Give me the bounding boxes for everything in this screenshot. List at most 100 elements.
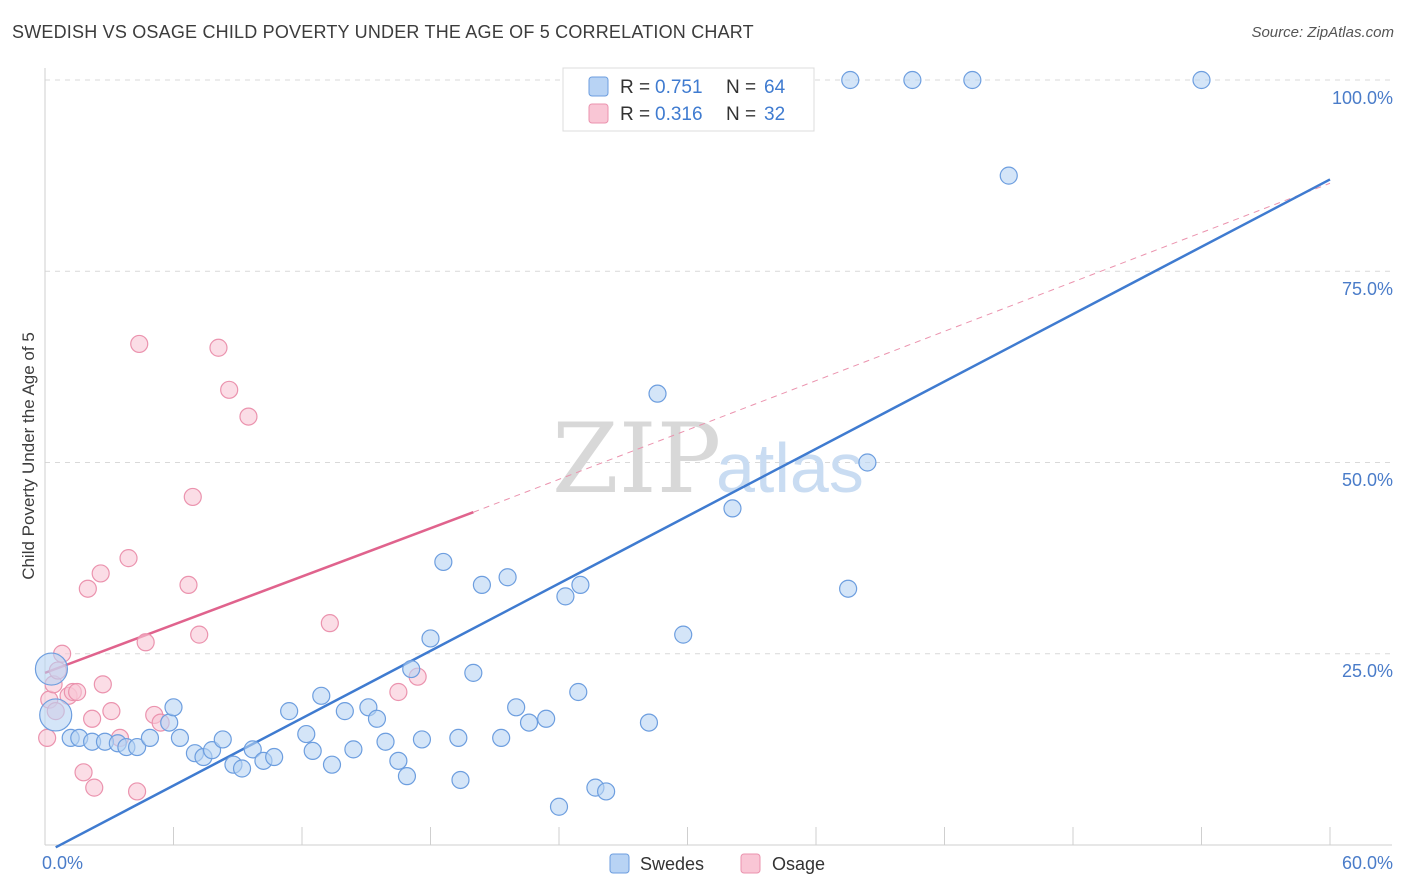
swedes-point <box>160 713 179 732</box>
swedes-point <box>472 575 491 595</box>
swedes-point <box>170 728 190 748</box>
y-tick-label-50: 50.0% <box>1342 470 1393 490</box>
swedes-point <box>519 713 539 732</box>
swedes-point <box>723 499 742 518</box>
swedes-point <box>397 767 417 786</box>
osage-point <box>130 334 149 354</box>
legend-n-label-swedes: N = <box>726 77 756 98</box>
swedes-point <box>464 663 483 682</box>
swedes-point <box>202 741 222 760</box>
bottom-legend-swatch-swedes <box>609 853 630 874</box>
osage-point <box>179 575 198 595</box>
swedes-point <box>999 166 1018 185</box>
source-label: Source: ZipAtlas.com <box>1251 24 1394 41</box>
swedes-point <box>127 737 147 757</box>
legend-n-value-osage: 32 <box>764 104 785 125</box>
swedes-point <box>344 740 363 759</box>
osage-point <box>183 487 202 507</box>
swedes-point <box>674 625 693 644</box>
swedes-point <box>434 552 453 572</box>
swedes-point <box>903 70 922 90</box>
swedes-point <box>537 709 556 728</box>
swedes-point <box>232 759 252 778</box>
osage-point <box>239 407 258 426</box>
bottom-legend-label-swedes: Swedes <box>640 854 704 874</box>
swedes-point <box>312 686 331 705</box>
swedes-point <box>556 587 575 606</box>
legend-r-value-osage: 0.316 <box>655 104 703 125</box>
bottom-legend-swatch-osage <box>740 853 761 874</box>
swedes-point <box>858 453 877 472</box>
legend-n-label-osage: N = <box>726 104 756 125</box>
swedes-point <box>280 702 299 721</box>
swedes-point <box>412 730 432 749</box>
swedes-point <box>213 730 232 749</box>
swedes-point <box>449 728 468 748</box>
swedes-point <box>322 755 342 774</box>
x-axis-ticks <box>173 827 1331 845</box>
osage-point <box>38 728 57 748</box>
osage-points <box>38 334 427 801</box>
swedes-points <box>34 70 1211 816</box>
legend-swatch-swedes <box>588 76 609 97</box>
swedes-point <box>367 709 387 728</box>
y-axis-label: Child Poverty Under the Age of 5 <box>19 332 38 580</box>
swedes-point <box>402 659 421 679</box>
osage-point <box>209 338 228 357</box>
swedes-trend-line <box>55 178 1331 849</box>
swedes-point <box>335 702 354 721</box>
y-tick-label-100: 100.0% <box>1332 88 1393 108</box>
swedes-point <box>389 751 408 770</box>
osage-point <box>93 675 112 694</box>
osage-point <box>91 564 110 583</box>
swedes-point <box>839 579 858 598</box>
osage-point <box>220 380 239 399</box>
swedes-point <box>569 682 588 702</box>
swedes-point <box>648 384 667 403</box>
bottom-legend-label-osage: Osage <box>772 854 825 874</box>
watermark-zip: ZIP <box>552 403 721 515</box>
swedes-point <box>451 770 470 790</box>
swedes-point <box>639 713 659 732</box>
y-tick-label-75: 75.0% <box>1342 279 1393 299</box>
swedes-point <box>421 629 440 648</box>
trend-lines <box>44 178 1331 849</box>
swedes-point <box>498 568 517 587</box>
osage-point <box>102 702 121 721</box>
swedes-point <box>297 724 316 744</box>
swedes-point <box>376 732 395 751</box>
swedes-point <box>164 698 183 717</box>
osage-point <box>320 614 339 633</box>
osage-point <box>389 682 408 702</box>
swedes-point <box>597 782 616 801</box>
swedes-point <box>507 698 526 717</box>
x-tick-label-0: 0.0% <box>42 853 83 873</box>
legend-r-label-swedes: R = <box>620 77 650 98</box>
osage-trend-line <box>44 511 474 675</box>
swedes-point <box>549 797 569 816</box>
legend-n-value-swedes: 64 <box>764 77 786 98</box>
y-tick-label-25: 25.0% <box>1342 661 1393 681</box>
swedes-point <box>34 652 69 686</box>
swedes-point <box>265 747 284 767</box>
osage-point <box>68 682 87 702</box>
legend-r-label-osage: R = <box>620 104 650 125</box>
osage-trend-extension <box>473 182 1331 513</box>
swedes-point <box>303 741 322 761</box>
swedes-point <box>140 728 160 748</box>
osage-point <box>78 579 97 598</box>
osage-point <box>83 709 102 728</box>
swedes-point <box>39 698 73 732</box>
watermark-atlas: atlas <box>716 429 864 507</box>
osage-point <box>127 782 147 801</box>
series-legend: Swedes Osage <box>609 853 825 874</box>
legend-r-value-swedes: 0.751 <box>655 77 703 98</box>
swedes-point <box>1192 70 1211 90</box>
osage-point <box>74 763 93 782</box>
x-tick-label-60: 60.0% <box>1342 853 1393 873</box>
chart-title: SWEDISH VS OSAGE CHILD POVERTY UNDER THE… <box>12 22 754 42</box>
legend-swatch-osage <box>588 103 609 124</box>
osage-point <box>190 625 209 644</box>
correlation-legend: R = 0.751 N = 64 R = 0.316 N = 32 <box>562 67 815 132</box>
